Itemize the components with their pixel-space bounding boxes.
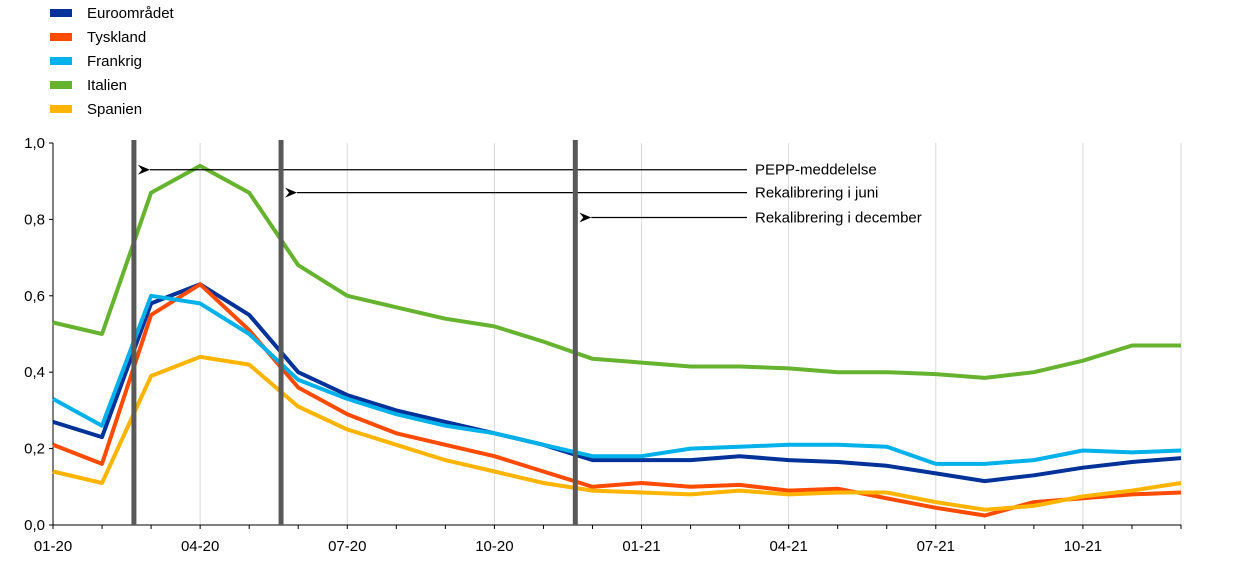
series-line-spanien [52, 354, 1182, 512]
event-label: Rekalibrering i december [755, 209, 922, 226]
legend-label: Euroområdet [87, 5, 175, 22]
y-tick-label: 0,2 [24, 441, 45, 458]
x-tick-label: 07-21 [917, 538, 955, 555]
legend-swatch [50, 9, 72, 17]
y-tick-label: 0,6 [24, 288, 45, 305]
x-tick-label: 07-20 [328, 538, 366, 555]
y-tick-label: 0,0 [24, 517, 45, 534]
x-tick-label: 01-20 [34, 538, 72, 555]
x-tick-label: 01-21 [622, 538, 660, 555]
legend-swatch [50, 105, 72, 113]
event-lines: PEPP-meddelelse Rekalibrering i juni Rekal… [131, 140, 922, 525]
legend-swatch [50, 81, 72, 89]
gridlines [199, 143, 1182, 525]
event-label: Rekalibrering i juni [755, 185, 878, 202]
series-line-euroområdet [52, 282, 1182, 484]
x-tick-label: 10-20 [475, 538, 513, 555]
y-tick-label: 0,4 [24, 364, 45, 381]
y-axis: 0,0 0,2 0,4 0,6 0,8 1,0 [24, 135, 54, 534]
x-axis: 01-20 04-20 07-20 10-20 01-21 04-21 07-21 10-21 [34, 524, 1182, 555]
x-tick-label: 04-21 [769, 538, 807, 555]
legend-label: Spanien [87, 101, 142, 118]
series-line-italien [52, 163, 1181, 380]
legend-label: Tyskland [87, 29, 146, 46]
y-tick-label: 1,0 [24, 135, 45, 152]
series-line-frankrig [52, 293, 1182, 466]
x-tick-label: 10-21 [1064, 538, 1102, 555]
legend-label: Italien [87, 77, 127, 94]
legend-swatch [50, 57, 72, 65]
series-lines [52, 163, 1182, 518]
x-tick-label: 04-20 [181, 538, 219, 555]
y-tick-label: 0,8 [24, 211, 45, 228]
legend-label: Frankrig [87, 53, 142, 70]
legend: Euroområdet Tyskland Frankrig Italien Spanie… [50, 5, 175, 118]
series-line-tyskland [52, 282, 1182, 518]
legend-swatch [50, 33, 72, 41]
event-label: PEPP-meddelelse [755, 162, 877, 179]
